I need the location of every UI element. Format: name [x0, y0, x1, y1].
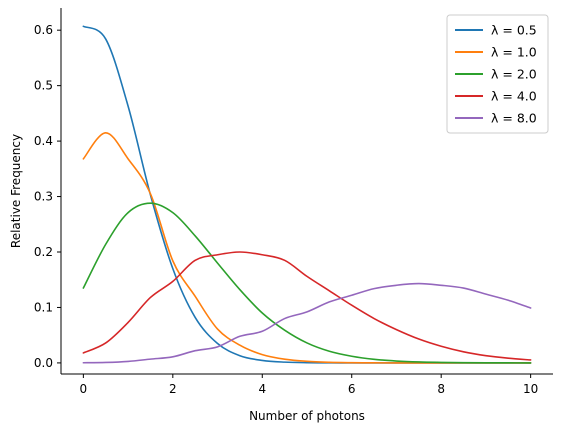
axes — [60, 8, 553, 375]
y-tick-label: 0.5 — [34, 79, 53, 93]
legend-entry-label: λ = 1.0 — [491, 45, 537, 60]
legend: λ = 0.5 λ = 1.0 λ = 2.0 λ = 4.0 λ = 8.0 — [446, 14, 549, 134]
x-tick-label: 10 — [523, 382, 538, 396]
legend-entry-label: λ = 0.5 — [491, 23, 537, 38]
legend-entry-label: λ = 4.0 — [491, 89, 537, 104]
series-line-4 — [82, 251, 532, 361]
x-axis-label: Number of photons — [249, 409, 365, 423]
legend-box — [446, 14, 549, 134]
series-line-3 — [82, 202, 532, 364]
legend-entry-label: λ = 8.0 — [491, 111, 537, 126]
x-tick-label: 4 — [258, 382, 266, 396]
y-ticks: 0.0 0.1 0.2 0.3 0.4 0.5 0.6 — [34, 23, 61, 370]
x-tick-label: 6 — [348, 382, 356, 396]
y-tick-label: 0.2 — [34, 245, 53, 259]
y-tick-label: 0.3 — [34, 190, 53, 204]
plot-lines — [82, 25, 532, 364]
x-tick-label: 0 — [80, 382, 88, 396]
x-tick-label: 8 — [437, 382, 445, 396]
series-line-5 — [82, 282, 532, 364]
x-ticks: 0 2 4 6 8 10 — [80, 374, 538, 396]
y-tick-label: 0.6 — [34, 23, 53, 37]
x-tick-label: 2 — [169, 382, 177, 396]
legend-entry-label: λ = 2.0 — [491, 67, 537, 82]
y-tick-label: 0.0 — [34, 356, 53, 370]
y-tick-label: 0.4 — [34, 134, 53, 148]
y-tick-label: 0.1 — [34, 300, 53, 314]
y-axis-label: Relative Frequency — [9, 134, 23, 248]
